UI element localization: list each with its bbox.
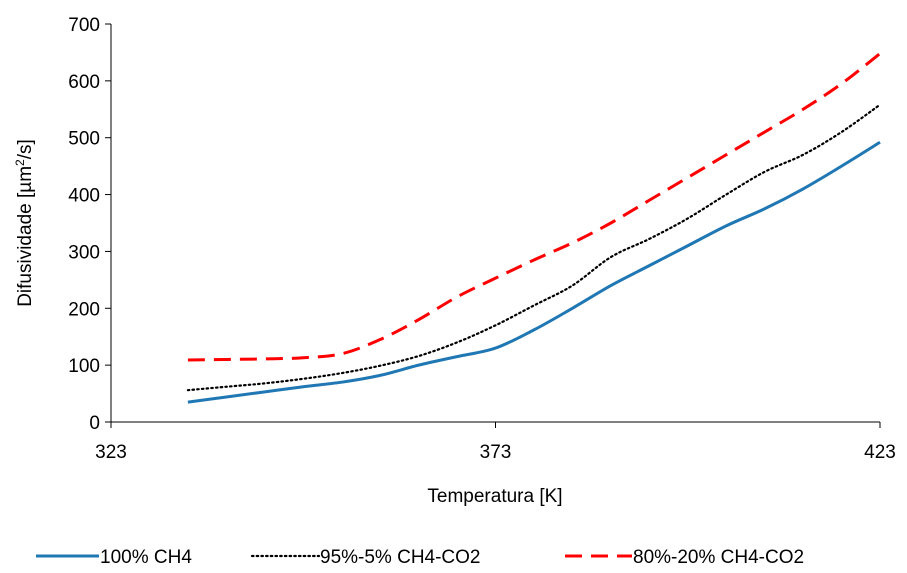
x-axis-title: Temperatura [K] [427,486,562,507]
y-tick-label: 300 [68,242,100,263]
legend-label-3: 80%-20% CH4-CO2 [633,547,804,568]
series-line-1 [187,140,881,404]
x-tick-label: 323 [95,442,127,463]
y-tick-label: 400 [68,186,100,207]
legend-label-1: 100% CH4 [100,547,192,568]
series-line-2 [186,103,882,392]
y-tick-label: 700 [68,15,100,36]
x-ticks: 323 373 423 [95,422,896,463]
series-lines [186,52,882,404]
legend-label-2: 95%-5% CH4-CO2 [320,547,481,568]
y-tick-label: 100 [68,356,100,377]
x-tick-label: 423 [864,442,896,463]
y-axis-title: Difusividade [µm2/s] [13,139,36,307]
x-tick-label: 373 [480,442,512,463]
series-line-3 [187,52,881,362]
legend: 100% CH4 95%-5% CH4-CO2 80%-20% CH4-CO2 [36,547,804,568]
y-tick-label: 0 [89,413,100,434]
y-tick-label: 500 [68,129,100,150]
y-tick-label: 200 [68,299,100,320]
plot-area: 0 100 200 300 400 500 600 700 323 373 423 [68,15,896,463]
y-ticks: 0 100 200 300 400 500 600 700 [68,15,111,434]
y-tick-label: 600 [68,72,100,93]
